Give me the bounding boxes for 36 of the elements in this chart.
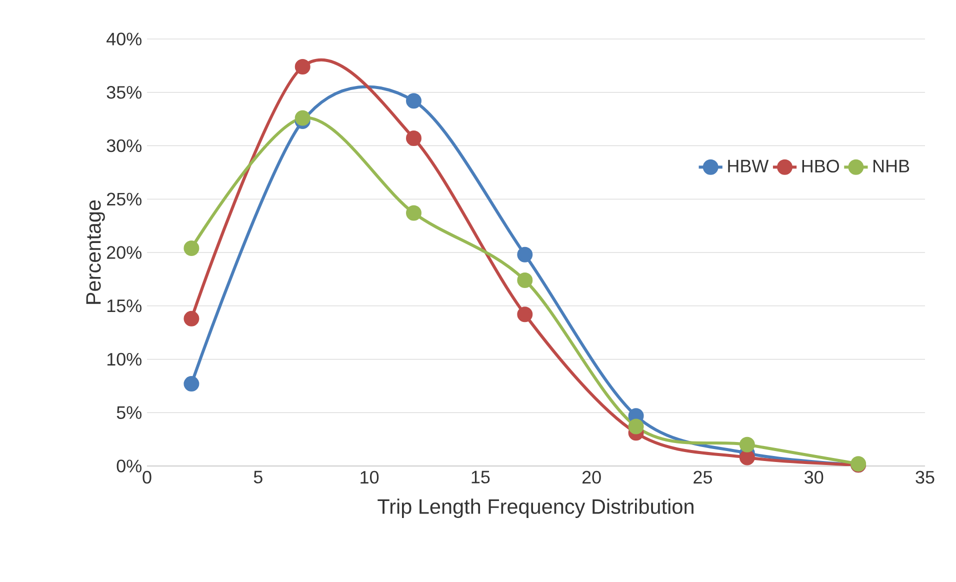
- y-axis-title: Percentage: [86, 200, 105, 304]
- point: [406, 93, 422, 109]
- point: [517, 272, 533, 288]
- point: [739, 450, 755, 466]
- x-tick-label: 25: [694, 470, 712, 484]
- y-tick-label: 0%: [116, 460, 142, 472]
- point: [294, 110, 310, 126]
- y-tick-label: 40%: [106, 32, 142, 46]
- point: [406, 205, 422, 221]
- y-tick-label: 35%: [106, 86, 142, 99]
- y-tick-label: 30%: [106, 139, 142, 152]
- y-tick-label: 10%: [107, 352, 142, 366]
- x-tick-label: 10: [360, 470, 379, 484]
- point: [628, 418, 644, 434]
- legend-label: HBW: [728, 160, 769, 172]
- point: [294, 59, 310, 75]
- legend-label: HBO: [802, 160, 839, 173]
- x-tick-label: 5: [254, 470, 262, 484]
- x-axis-title: Trip Length Frequency Distribution: [378, 498, 694, 518]
- x-tick-label: 20: [582, 470, 601, 484]
- point: [184, 376, 200, 392]
- x-tick-label: 15: [472, 470, 490, 484]
- y-tick-label: 20%: [107, 246, 142, 259]
- point: [184, 240, 200, 256]
- point: [517, 246, 533, 262]
- point: [406, 130, 422, 146]
- point: [739, 436, 755, 452]
- x-tick-label: 35: [916, 470, 934, 484]
- legend-label: NHB: [874, 160, 910, 172]
- y-tick-label: 5%: [116, 406, 142, 419]
- x-tick-label: 0: [142, 470, 152, 484]
- point: [184, 310, 200, 326]
- point: [517, 306, 533, 322]
- y-tick-label: 15%: [107, 300, 142, 312]
- y-tick-label: 25%: [107, 192, 142, 206]
- x-tick-label: 30: [804, 470, 824, 484]
